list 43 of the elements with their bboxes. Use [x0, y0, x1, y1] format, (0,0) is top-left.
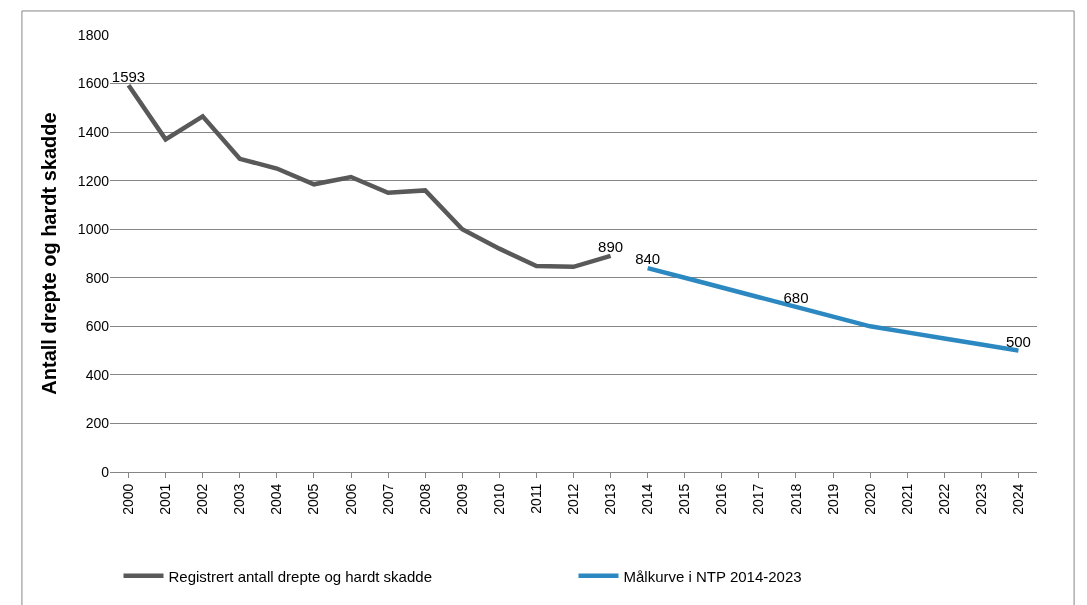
data-label: 1593: [111, 67, 146, 85]
x-tick-label: 2006: [342, 483, 359, 515]
x-tick-label: 2002: [194, 483, 211, 515]
x-tick-label: 2014: [639, 483, 656, 515]
x-tick-label: 2005: [305, 483, 322, 515]
x-tick-label: 2010: [490, 483, 507, 515]
x-tick-label: 2024: [1010, 483, 1027, 515]
legend-label: Målkurve i NTP 2014-2023: [623, 567, 802, 585]
x-tick-label: 2022: [935, 483, 952, 515]
x-tick-label: 2021: [898, 483, 915, 515]
x-tick-label: 2001: [157, 483, 174, 515]
x-tick-label: 2004: [268, 483, 285, 515]
y-tick-label: 1800: [77, 26, 110, 43]
y-tick-label: 600: [85, 318, 110, 335]
y-tick-label: 0: [101, 463, 110, 480]
data-label: 500: [1005, 332, 1031, 350]
y-tick-label: 800: [85, 269, 110, 286]
y-tick-label: 1600: [77, 75, 110, 92]
x-tick-label: 2008: [416, 483, 433, 515]
x-tick-label: 2000: [120, 483, 137, 515]
x-tick-label: 2016: [713, 483, 730, 515]
legend-label: Registrert antall drepte og hardt skadde: [168, 567, 432, 585]
x-tick-label: 2018: [787, 483, 804, 515]
y-tick-label: 1200: [77, 172, 110, 189]
y-tick-label: 1000: [77, 221, 110, 238]
x-tick-label: 2015: [676, 483, 693, 515]
y-tick-label: 1400: [77, 124, 110, 141]
x-tick-label: 2009: [453, 483, 470, 515]
x-tick-label: 2019: [824, 483, 841, 515]
x-tick-label: 2013: [602, 483, 619, 515]
x-tick-label: 2020: [861, 483, 878, 515]
x-tick-label: 2003: [231, 483, 248, 515]
y-tick-label: 200: [85, 415, 110, 432]
data-label: 680: [783, 289, 809, 307]
x-tick-label: 2023: [972, 483, 989, 515]
y-tick-label: 400: [85, 366, 110, 383]
x-tick-label: 2017: [750, 483, 767, 515]
y-axis-title: Antall drepte og hardt skadde: [38, 112, 61, 395]
x-tick-label: 2011: [527, 483, 544, 514]
data-label: 890: [598, 238, 624, 256]
x-tick-label: 2007: [379, 483, 396, 515]
x-tick-label: 2012: [565, 483, 582, 515]
data-label: 840: [635, 250, 661, 268]
